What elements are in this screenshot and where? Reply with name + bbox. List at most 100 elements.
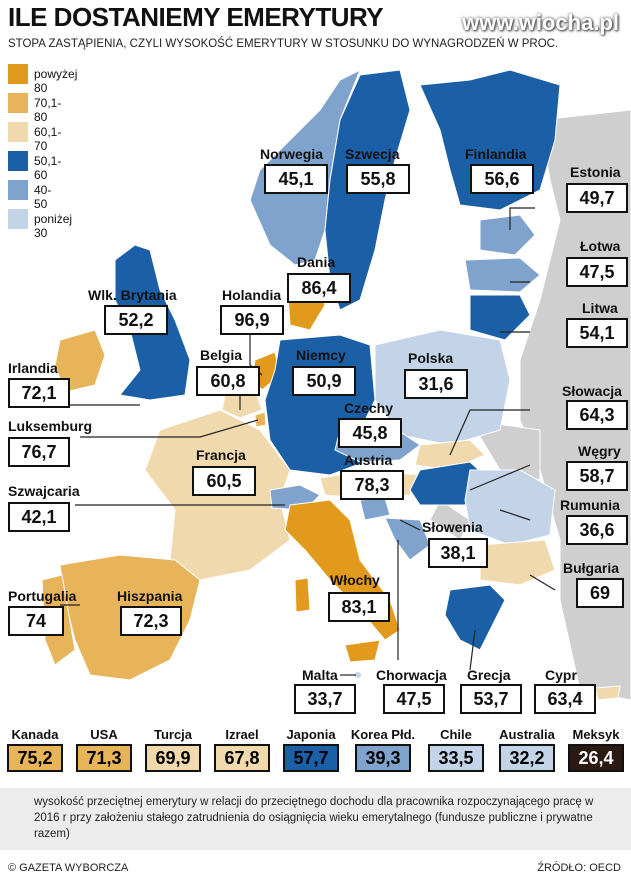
- value-austria: 78,3: [340, 470, 404, 500]
- oecd-name: Turcja: [153, 727, 193, 742]
- label-chorwacja: Chorwacja: [376, 667, 447, 683]
- oecd-name: Korea Płd.: [350, 727, 416, 742]
- region-litwa: [469, 294, 531, 341]
- value-norwegia: 45,1: [264, 164, 328, 194]
- value-bulgaria: 69: [576, 578, 624, 608]
- oecd-value: 33,5: [428, 744, 484, 772]
- label-polska: Polska: [408, 350, 454, 366]
- label-litwa: Litwa: [582, 300, 618, 316]
- region-malta: [355, 672, 361, 678]
- value-belgia: 60,8: [196, 366, 260, 396]
- label-estonia: Estonia: [570, 164, 621, 180]
- label-rumunia: Rumunia: [560, 497, 620, 513]
- value-slowenia: 38,1: [428, 538, 488, 568]
- oecd-value: 39,3: [355, 744, 411, 772]
- region-bulgaria: [479, 539, 556, 586]
- label-lotwa: Łotwa: [580, 238, 621, 254]
- region-wlochy-sardynia: [294, 577, 311, 613]
- oecd-value: 69,9: [145, 744, 201, 772]
- label-portugalia: Portugalia: [8, 588, 77, 604]
- label-dania: Dania: [297, 254, 336, 270]
- label-finlandia: Finlandia: [465, 146, 527, 162]
- value-wlochy: 83,1: [328, 592, 390, 622]
- legend-swatch: [8, 122, 28, 142]
- credit: © GAZETA WYBORCZA: [8, 862, 129, 874]
- legend-label: 60,1-70: [34, 125, 62, 153]
- region-cypr: [594, 685, 621, 701]
- source: ŹRÓDŁO: OECD: [537, 862, 621, 874]
- oecd-value: 32,2: [499, 744, 555, 772]
- legend-swatch: [8, 151, 28, 171]
- oecd-item-turcja: Turcja 69,9: [140, 727, 206, 772]
- oecd-name: Izrael: [225, 727, 259, 742]
- value-czechy: 45,8: [338, 418, 402, 448]
- label-irlandia: Irlandia: [8, 360, 58, 376]
- value-polska: 31,6: [404, 369, 468, 399]
- value-irlandia: 72,1: [8, 378, 70, 408]
- label-wegry: Węgry: [578, 443, 621, 459]
- legend-swatch: [8, 209, 28, 229]
- legend-swatch: [8, 64, 28, 84]
- region-lotwa: [464, 257, 541, 293]
- oecd-item-chile: Chile 33,5: [423, 727, 489, 772]
- label-francja: Francja: [196, 447, 246, 463]
- oecd-item-korea: Korea Płd. 39,3: [350, 727, 416, 772]
- oecd-value: 67,8: [214, 744, 270, 772]
- oecd-name: Japonia: [286, 727, 336, 742]
- legend-label: powyżej 80: [34, 67, 78, 95]
- leader-lines: [60, 207, 596, 693]
- region-chorwacja: [384, 517, 431, 561]
- oecd-value: 57,7: [283, 744, 339, 772]
- oecd-value: 26,4: [568, 744, 624, 772]
- label-malta: Malta: [302, 667, 338, 683]
- value-grecja: 53,7: [460, 684, 522, 714]
- label-niemcy: Niemcy: [296, 347, 346, 363]
- legend-swatch: [8, 180, 28, 200]
- value-litwa: 54,1: [566, 318, 628, 348]
- oecd-item-meksyk: Meksyk 26,4: [563, 727, 629, 772]
- label-belgia: Belgia: [200, 347, 243, 363]
- label-szwecja: Szwecja: [345, 146, 400, 162]
- watermark: www.wiocha.pl: [462, 10, 619, 35]
- label-wielka-brytania: Wlk. Brytania: [88, 287, 177, 303]
- legend-label: 50,1-60: [34, 154, 62, 182]
- value-holandia: 96,9: [220, 305, 284, 335]
- value-lotwa: 47,5: [566, 257, 628, 287]
- footnote-box: wysokość przeciętnej emerytury w relacji…: [0, 788, 631, 850]
- label-slowenia: Słowenia: [422, 519, 483, 535]
- region-irlandia: [54, 329, 106, 393]
- value-francja: 60,5: [192, 466, 256, 496]
- value-wegry: 58,7: [566, 461, 628, 491]
- value-szwecja: 55,8: [346, 164, 410, 194]
- label-grecja: Grecja: [467, 667, 511, 683]
- oecd-item-japonia: Japonia 57,7: [278, 727, 344, 772]
- region-estonia: [479, 214, 536, 256]
- page-subtitle: STOPA ZASTĄPIENIA, CZYLI WYSOKOŚĆ EMERYT…: [8, 38, 559, 50]
- value-cypr: 63,4: [534, 684, 596, 714]
- label-austria: Austria: [344, 452, 393, 468]
- value-malta: 33,7: [294, 684, 356, 714]
- region-luksemburg: [254, 411, 267, 428]
- label-norwegia: Norwegia: [260, 146, 324, 162]
- value-hiszpania: 72,3: [120, 606, 182, 636]
- label-wlochy: Włochy: [330, 572, 380, 588]
- oecd-name: Meksyk: [572, 727, 620, 742]
- region-grecja: [444, 584, 506, 651]
- oecd-name: Kanada: [11, 727, 59, 742]
- label-cypr: Cypr: [545, 667, 577, 683]
- oecd-item-usa: USA 71,3: [71, 727, 137, 772]
- region-wlochy-sycylia: [344, 639, 381, 663]
- oecd-name: Australia: [499, 727, 555, 742]
- oecd-value: 75,2: [7, 744, 63, 772]
- label-holandia: Holandia: [222, 287, 282, 303]
- label-czechy: Czechy: [344, 400, 394, 416]
- value-szwajcaria: 42,1: [8, 502, 70, 532]
- oecd-name: Chile: [440, 727, 472, 742]
- legend-label: 70,1-80: [34, 96, 62, 124]
- region-rumunia: [464, 469, 556, 546]
- legend-label: poniżej 30: [34, 212, 73, 240]
- oecd-item-kanada: Kanada 75,2: [2, 727, 68, 772]
- oecd-item-izrael: Izrael 67,8: [209, 727, 275, 772]
- oecd-other-row: Kanada 75,2 USA 71,3 Turcja 69,9 Izrael …: [0, 727, 631, 782]
- oecd-item-australia: Australia 32,2: [494, 727, 560, 772]
